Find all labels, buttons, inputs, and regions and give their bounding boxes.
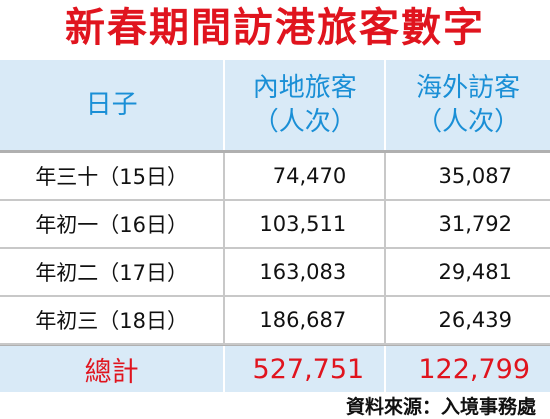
table-cell: 103,511 — [223, 201, 384, 247]
cell-text: 26,439 — [438, 308, 512, 332]
cell-text: 年初二（17日） — [35, 261, 189, 285]
table-cell: 29,481 — [384, 249, 550, 295]
cell-text: 31,792 — [438, 212, 512, 236]
table-cell: 74,470 — [223, 153, 384, 199]
header-text: （人次） — [252, 107, 357, 137]
table-cell: 年三十（15日） — [0, 153, 223, 199]
table-cell: 26,439 — [384, 297, 550, 343]
table-row: 年初三（18日） 186,687 26,439 — [0, 297, 550, 345]
total-cell: 527,751 — [223, 346, 384, 392]
table-row: 年三十（15日） 74,470 35,087 — [0, 153, 550, 201]
cell-text: 163,083 — [259, 260, 347, 284]
header-text: （人次） — [416, 107, 521, 137]
header-cell: 海外訪客 （人次） — [384, 60, 550, 150]
cell-text: 年初一（16日） — [35, 213, 189, 237]
title: 新春期間訪港旅客數字 — [65, 5, 485, 51]
cell-text: 35,087 — [438, 164, 512, 188]
header-cell: 日子 — [0, 60, 223, 150]
header-row: 日子 內地旅客 （人次） 海外訪客 （人次） — [0, 60, 550, 153]
source: 資料來源：入境事務處 — [345, 396, 536, 418]
cell-text: 103,511 — [259, 212, 347, 236]
total-cell: 總計 — [0, 346, 223, 392]
cell-text: 29,481 — [438, 260, 512, 284]
total-cell: 122,799 — [384, 346, 550, 392]
cell-text: 74,470 — [272, 164, 347, 188]
header-text: 內地旅客 — [252, 73, 357, 103]
header-cell: 內地旅客 （人次） — [223, 60, 384, 150]
table-cell: 35,087 — [384, 153, 550, 199]
total-text: 總計 — [84, 356, 139, 388]
header-text: 日子 — [85, 90, 138, 120]
table-cell: 31,792 — [384, 201, 550, 247]
header-text: 海外訪客 — [416, 73, 521, 103]
table-cell: 年初一（16日） — [0, 201, 223, 247]
table-cell: 年初三（18日） — [0, 297, 223, 343]
table: 日子 內地旅客 （人次） 海外訪客 （人次） 年三十（15日） 74,470 35,087 年初… — [0, 60, 550, 392]
table-cell: 163,083 — [223, 249, 384, 295]
table-cell: 186,687 — [223, 297, 384, 343]
cell-text: 年初三（18日） — [35, 309, 189, 333]
cell-text: 年三十（15日） — [35, 165, 189, 189]
total-text: 527,751 — [252, 353, 365, 385]
table-cell: 年初二（17日） — [0, 249, 223, 295]
table-row: 年初二（17日） 163,083 29,481 — [0, 249, 550, 297]
cell-text: 186,687 — [259, 308, 347, 332]
total-row: 總計 527,751 122,799 — [0, 345, 550, 392]
total-text: 122,799 — [418, 353, 530, 385]
table-row: 年初一（16日） 103,511 31,792 — [0, 201, 550, 249]
